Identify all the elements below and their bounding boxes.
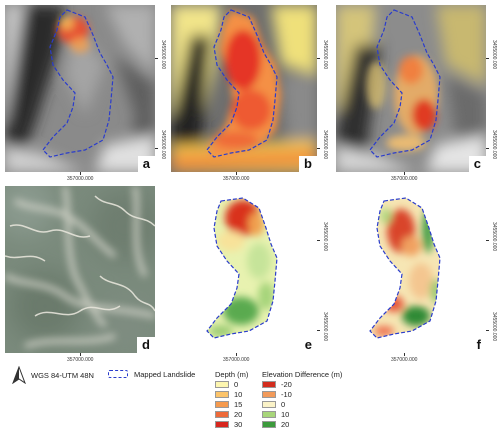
y-tickmark	[486, 240, 489, 241]
x-tickmark	[404, 172, 405, 175]
elevation-legend-label: 20	[281, 420, 290, 429]
y-tick-label: 3455000.000	[322, 130, 328, 160]
y-tick-label: 3455000.000	[160, 130, 166, 160]
y-tick-label: 3455000.000	[160, 40, 166, 70]
x-tick-label: 357000.000	[67, 357, 94, 363]
depth-legend-swatch	[215, 391, 229, 398]
elevation-legend-label: -20	[281, 380, 292, 389]
elevation-map-f	[336, 186, 486, 353]
panel-label-c: c	[468, 156, 486, 172]
depth-legend-label: 20	[234, 410, 243, 419]
x-tickmark	[236, 353, 237, 356]
y-tick-label: 3455000.000	[491, 222, 497, 252]
y-tickmark	[317, 148, 320, 149]
depth-legend-swatch	[215, 381, 229, 388]
y-tickmark	[155, 58, 158, 59]
y-tick-label: 3455000.000	[491, 40, 497, 70]
elevation-legend-swatch	[262, 421, 276, 428]
depth-legend-swatch	[215, 401, 229, 408]
panel-label-e: e	[299, 337, 317, 353]
x-tick-label: 357000.000	[391, 176, 418, 182]
mapped-landslide-swatch	[108, 370, 128, 378]
y-tickmark	[486, 58, 489, 59]
y-tickmark	[317, 330, 320, 331]
x-tickmark	[80, 172, 81, 175]
elevation-legend-swatch	[262, 391, 276, 398]
elevation-legend-label: -10	[281, 390, 292, 399]
depth-legend-label: 10	[234, 390, 243, 399]
elevation-legend-title: Elevation Difference (m)	[262, 370, 343, 379]
depth-legend-swatch	[215, 421, 229, 428]
map-panel-b: b	[171, 5, 317, 172]
panel-label-a: a	[137, 156, 155, 172]
depth-legend-label: 15	[234, 400, 243, 409]
elevation-legend-swatch	[262, 401, 276, 408]
north-arrow-icon	[11, 365, 27, 389]
elevation-legend-label: 10	[281, 410, 290, 419]
elevation-legend-swatch	[262, 411, 276, 418]
y-tick-label: 3455000.000	[491, 312, 497, 342]
x-tick-label: 357000.000	[391, 357, 418, 363]
x-tickmark	[80, 353, 81, 356]
panel-label-d: d	[137, 337, 155, 353]
x-tickmark	[404, 353, 405, 356]
y-tickmark	[155, 148, 158, 149]
map-panel-a: a	[5, 5, 155, 172]
map-panel-f: f	[336, 186, 486, 353]
y-tick-label: 3455000.000	[322, 222, 328, 252]
map-panel-d: d	[5, 186, 155, 353]
y-tickmark	[317, 240, 320, 241]
depth-legend-swatch	[215, 411, 229, 418]
satellite-image-d	[5, 186, 155, 353]
depth-map-b	[171, 5, 317, 172]
depth-legend-label: 0	[234, 380, 239, 389]
depth-map-e	[171, 186, 317, 353]
y-tickmark	[486, 330, 489, 331]
y-tickmark	[317, 58, 320, 59]
y-tickmark	[486, 148, 489, 149]
x-tick-label: 357000.000	[223, 176, 250, 182]
elevation-legend-label: 0	[281, 400, 286, 409]
depth-legend-label: 30	[234, 420, 243, 429]
x-tickmark	[236, 172, 237, 175]
x-tick-label: 357000.000	[223, 357, 250, 363]
y-tick-label: 3455000.000	[322, 40, 328, 70]
panel-label-f: f	[471, 337, 486, 353]
map-panel-c: c	[336, 5, 486, 172]
elevation-legend-swatch	[262, 381, 276, 388]
elevation-map-c	[336, 5, 486, 172]
y-tick-label: 3455000.000	[322, 312, 328, 342]
hillshade-map-a	[5, 5, 155, 172]
panel-label-b: b	[299, 156, 317, 172]
x-tick-label: 357000.000	[67, 176, 94, 182]
mapped-landslide-label: Mapped Landslide	[134, 370, 196, 379]
depth-legend-title: Depth (m)	[215, 370, 249, 379]
y-tick-label: 3455000.000	[491, 130, 497, 160]
map-panel-e: e	[171, 186, 317, 353]
crs-label: WGS 84-UTM 48N	[31, 371, 94, 380]
